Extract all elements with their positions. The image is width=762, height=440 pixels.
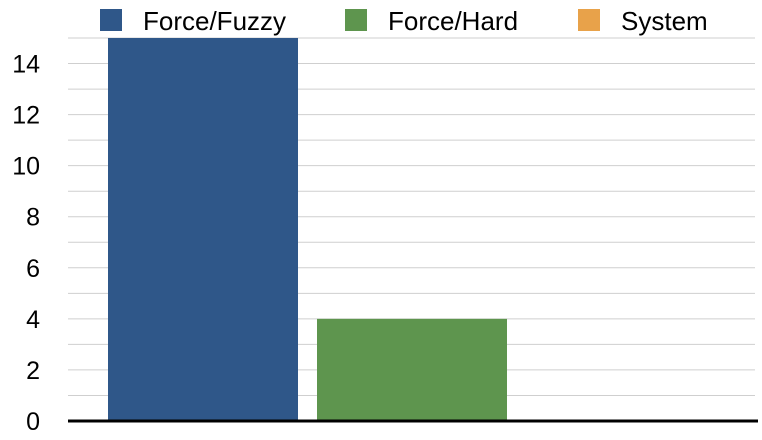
y-tick-label: 14 [12, 51, 40, 79]
y-tick-label: 2 [26, 357, 40, 385]
legend-swatch [578, 9, 600, 31]
y-tick-label: 4 [26, 306, 40, 334]
y-tick-label: 10 [12, 153, 40, 181]
y-tick-label: 12 [12, 102, 40, 130]
y-tick-label: 0 [26, 408, 40, 436]
y-tick-label: 6 [26, 255, 40, 283]
legend-label: Force/Fuzzy [143, 6, 286, 36]
bars [108, 38, 507, 421]
legend-swatch [100, 9, 122, 31]
legend-label: Force/Hard [388, 6, 518, 36]
legend-label: System [621, 6, 708, 36]
legend-swatch [345, 9, 367, 31]
y-tick-label: 8 [26, 204, 40, 232]
bar-force-hard [317, 318, 507, 421]
bar-force-fuzzy [108, 38, 298, 421]
y-axis-ticks: 0 2 4 6 8 10 12 14 [12, 51, 40, 436]
legend: Force/Fuzzy Force/Hard System [100, 6, 708, 36]
